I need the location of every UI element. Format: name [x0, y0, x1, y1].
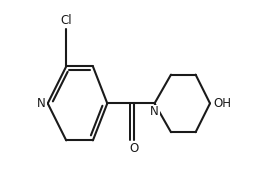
Text: OH: OH — [213, 97, 231, 110]
Text: O: O — [129, 142, 139, 155]
Text: Cl: Cl — [60, 14, 72, 27]
Text: N: N — [150, 105, 159, 118]
Text: N: N — [37, 97, 46, 110]
